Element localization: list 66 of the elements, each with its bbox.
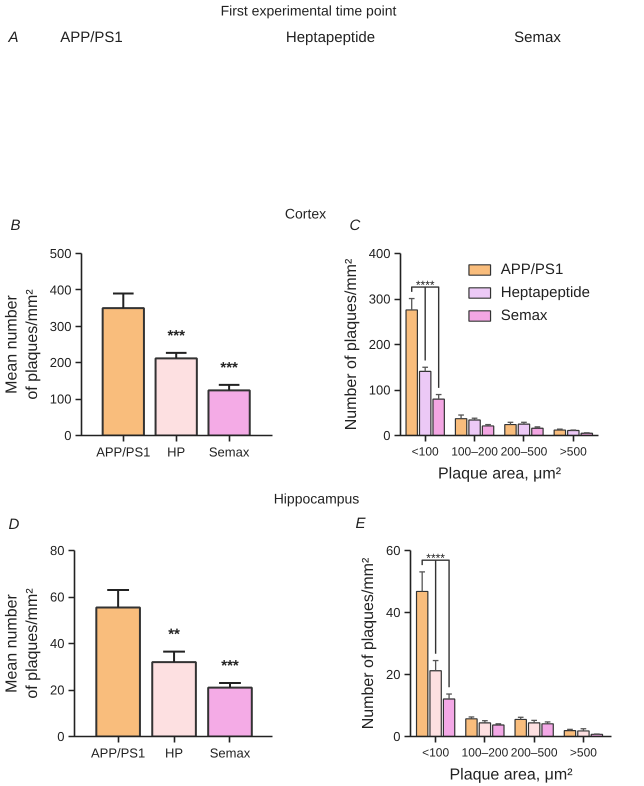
y-tick-label: 100: [368, 382, 391, 398]
y-tick-label: 40: [50, 636, 65, 651]
x-tick-label: HP: [167, 444, 186, 460]
x-tick-label: APP/PS1: [96, 444, 150, 460]
annotation: ***: [220, 359, 238, 376]
bar: [154, 357, 198, 436]
x-tick-label: <100: [422, 746, 450, 760]
annotation: **: [168, 626, 180, 644]
y-tick-label: 400: [50, 282, 72, 298]
text: B: [10, 217, 21, 234]
y-tick-label: 200: [50, 355, 72, 370]
bar: [151, 661, 197, 736]
y-axis-title: Mean number of plaques/mm²: [3, 288, 41, 400]
x-tick-label: HP: [165, 746, 184, 760]
text: Semax: [514, 29, 562, 46]
y-tick-label: 500: [50, 246, 72, 261]
x-tick-label: 100–200: [451, 444, 498, 458]
x-tick-label: Semax: [208, 444, 250, 460]
y-tick-label: 60: [50, 590, 65, 604]
text: Cortex: [284, 206, 326, 222]
text: D: [8, 516, 20, 533]
y-tick-label: 400: [368, 246, 391, 261]
y-tick-label: 0: [393, 729, 401, 744]
y-tick-label: 200: [368, 337, 391, 352]
y-axis-title: Mean number of plaques/mm²: [4, 588, 42, 699]
text: APP/PS1: [60, 29, 123, 46]
text: C: [350, 217, 360, 234]
annotation: ***: [221, 658, 239, 675]
y-tick-label: 0: [57, 729, 65, 744]
annotation: ***: [167, 327, 186, 344]
y-tick-label: 300: [368, 292, 391, 306]
y-tick-label: 20: [50, 682, 65, 698]
x-tick-label: APP/PS1: [91, 746, 146, 760]
y-tick-label: 80: [50, 543, 65, 558]
x-tick-label: 100–200: [462, 746, 509, 760]
x-tick-label: 200–500: [510, 746, 558, 760]
y-axis-title: Number of plaques/mm²: [360, 557, 378, 730]
x-tick-label: 200–500: [500, 444, 548, 458]
x-axis-title: Plaque area, μm²: [449, 766, 574, 784]
x-tick-label: Semax: [210, 746, 251, 760]
y-tick-label: 300: [50, 318, 72, 334]
bar: [207, 686, 253, 736]
x-tick-label: >500: [570, 746, 598, 760]
x-axis-title: Plaque area, μm²: [438, 466, 562, 482]
x-tick-label: >500: [560, 444, 588, 458]
text: First experimental time point: [220, 2, 397, 18]
legend-label: Semax: [500, 307, 548, 324]
annotation: ****: [426, 551, 446, 566]
text: E: [356, 515, 366, 532]
text: A: [8, 29, 19, 46]
y-axis-title: Number of plaques/mm²: [342, 258, 360, 430]
y-tick-label: 0: [383, 428, 391, 443]
y-tick-label: 0: [64, 428, 72, 443]
x-tick-label: <100: [412, 444, 440, 458]
y-tick-label: 20: [386, 667, 401, 682]
bar: [207, 389, 251, 436]
text: Heptapeptide: [286, 29, 376, 46]
bar: [95, 606, 141, 736]
y-tick-label: 40: [386, 605, 401, 620]
bar: [102, 307, 145, 436]
legend-label: APP/PS1: [500, 261, 564, 278]
y-tick-label: 100: [50, 392, 72, 407]
annotation: ****: [416, 278, 435, 292]
text: Hippocampus: [274, 490, 360, 506]
y-tick-label: 60: [386, 543, 401, 558]
legend-label: Heptapeptide: [500, 284, 590, 301]
